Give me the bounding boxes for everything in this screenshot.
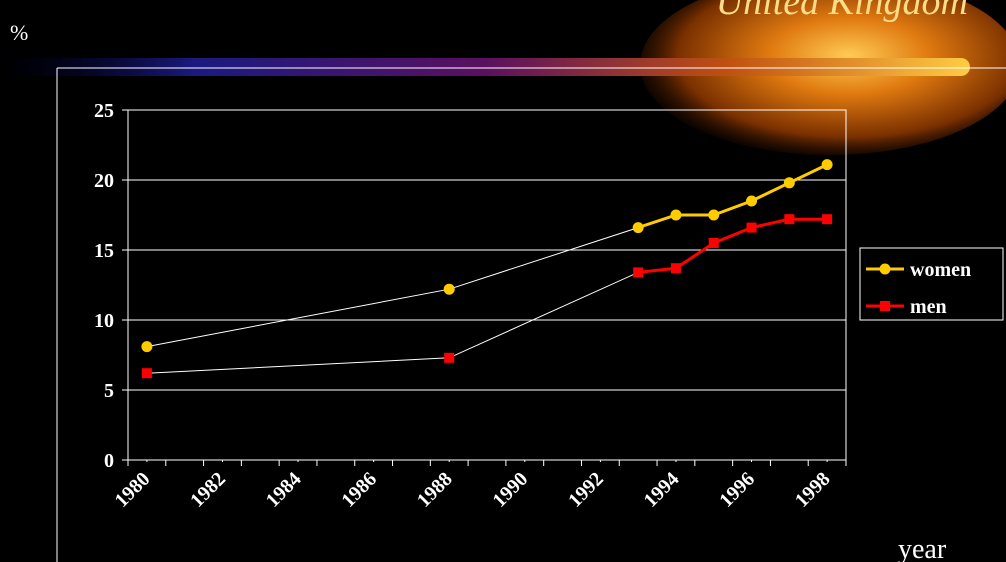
x-tick-label: 1996 xyxy=(715,468,759,512)
y-tick-label: 20 xyxy=(94,170,114,192)
series-line xyxy=(146,218,828,374)
x-tick-label: 1998 xyxy=(791,468,835,512)
x-tick-label: 1992 xyxy=(564,468,608,512)
y-tick-label: 10 xyxy=(94,310,114,332)
marker xyxy=(670,209,682,221)
x-tick-label: 1982 xyxy=(186,468,230,512)
series-segment xyxy=(750,181,790,203)
marker xyxy=(633,267,644,278)
series-segment xyxy=(788,163,828,185)
legend-label: men xyxy=(910,296,947,318)
y-tick-label: 25 xyxy=(94,100,114,122)
y-axis-label: % xyxy=(10,20,28,45)
chart-title: United Kingdom xyxy=(716,0,968,23)
x-tick-label: 1984 xyxy=(262,468,306,512)
series-line xyxy=(146,164,828,348)
marker xyxy=(708,238,719,248)
marker xyxy=(783,177,795,189)
x-tick-label: 1980 xyxy=(111,468,155,512)
plot-area xyxy=(127,109,847,461)
series-segment xyxy=(751,217,790,230)
series-segment xyxy=(675,241,715,270)
marker xyxy=(141,341,153,353)
legend-label: women xyxy=(910,259,971,281)
y-tick-label: 5 xyxy=(104,380,114,402)
y-tick-label: 0 xyxy=(104,450,114,472)
x-tick-label: 1994 xyxy=(640,468,684,512)
series-segment xyxy=(713,199,753,217)
legend-marker xyxy=(879,263,891,275)
legend-box xyxy=(859,247,1004,321)
x-axis-label: year xyxy=(898,534,947,562)
series-segment xyxy=(713,226,753,245)
marker xyxy=(746,195,758,207)
x-tick-label: 1988 xyxy=(413,468,457,512)
marker xyxy=(821,159,833,171)
y-tick-label: 15 xyxy=(94,240,114,262)
series-segment xyxy=(637,266,677,274)
marker xyxy=(822,214,833,225)
legend-marker xyxy=(880,301,890,311)
marker xyxy=(141,368,152,379)
marker xyxy=(444,352,455,363)
marker xyxy=(443,283,455,295)
marker xyxy=(670,263,681,274)
series-segment xyxy=(637,213,677,230)
marker xyxy=(746,222,757,233)
x-tick-label: 1990 xyxy=(488,468,532,512)
decor-glow xyxy=(640,0,1006,155)
x-tick-label: 1986 xyxy=(337,468,381,512)
legend: women men xyxy=(859,247,1004,321)
marker xyxy=(632,222,644,234)
decor-bar xyxy=(0,58,970,76)
marker xyxy=(708,209,720,221)
marker xyxy=(784,214,795,225)
